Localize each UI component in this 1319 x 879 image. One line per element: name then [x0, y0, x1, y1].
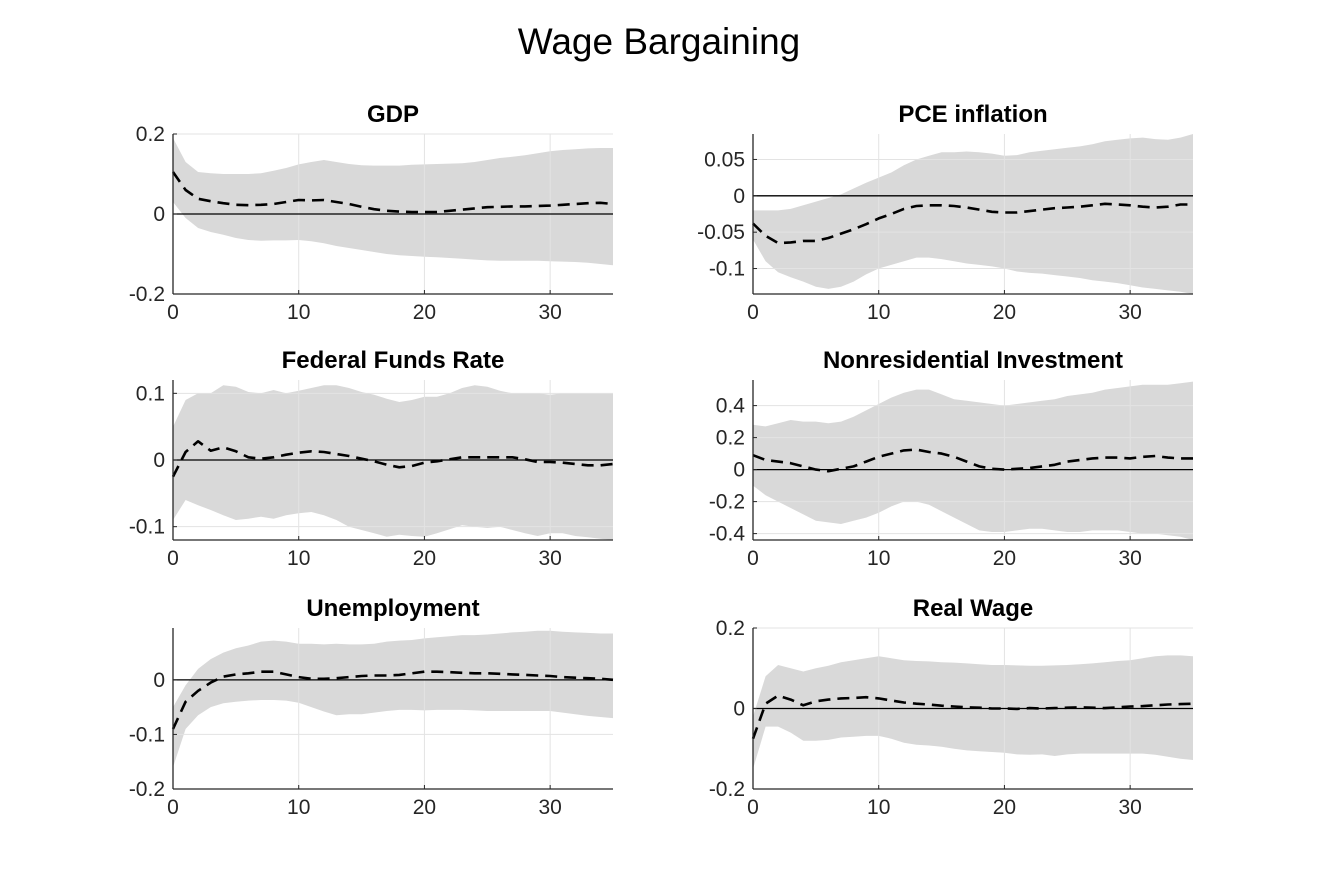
y-tick-label: -0.1 — [129, 516, 165, 539]
panel-federal-funds-rate: Federal Funds Rate 0 10 20 30-0.100.1 — [129, 347, 614, 570]
panel-title: PCE inflation — [898, 101, 1047, 128]
x-tick-label: 20 — [413, 796, 436, 819]
confidence-band — [173, 138, 613, 266]
panel-unemployment: Unemployment 0 10 20 30 -0.2 -0.1 0 — [129, 595, 614, 819]
y-tick-label: 0.2 — [716, 427, 745, 450]
x-tick-label: 0 — [747, 796, 759, 819]
figure-title: Wage Bargaining — [518, 21, 800, 62]
y-tick-label: -0.05 — [697, 221, 745, 244]
median-response-line — [171, 439, 614, 478]
y-tick-label: -0.1 — [709, 258, 745, 281]
y-tick-label: 0.1 — [136, 382, 165, 405]
y-tick-label: 0 — [733, 698, 745, 721]
x-tick-label: 0 — [167, 547, 179, 570]
x-tick-label: 30 — [1118, 301, 1141, 324]
panel-title: Nonresidential Investment — [823, 347, 1123, 374]
x-tick-label: 30 — [538, 796, 561, 819]
x-tick-label: 0 — [747, 301, 759, 324]
x-tick-label: 30 — [538, 301, 561, 324]
x-tick-label: 10 — [287, 301, 310, 324]
panel-real-wage: Real Wage 0 10 20 30-0.200.2 — [709, 595, 1194, 819]
y-tick-label: 0.2 — [716, 617, 745, 640]
panel-title: Unemployment — [306, 595, 479, 622]
y-tick-label: 0 — [733, 459, 745, 482]
x-tick-label: 20 — [413, 547, 436, 570]
y-tick-label: -0.1 — [129, 723, 165, 746]
y-tick-label: -0.4 — [709, 523, 746, 546]
confidence-band — [173, 630, 613, 768]
confidence-band — [753, 655, 1193, 769]
y-tick-label: -0.2 — [709, 491, 745, 514]
x-tick-label: 30 — [1118, 547, 1141, 570]
x-tick-label: 30 — [1118, 796, 1141, 819]
panel-title: Real Wage — [913, 595, 1033, 622]
confidence-band — [173, 385, 613, 540]
x-tick-label: 10 — [867, 547, 890, 570]
median-response-line — [171, 670, 614, 730]
y-tick-label: -0.2 — [709, 778, 745, 801]
y-tick-label: 0 — [733, 185, 745, 208]
x-tick-label: 20 — [413, 301, 436, 324]
x-tick-label: 10 — [287, 547, 310, 570]
y-tick-label: 0 — [153, 669, 165, 692]
y-tick-label: 0.2 — [136, 123, 165, 146]
y-tick-label: -0.2 — [129, 778, 165, 801]
x-tick-label: 10 — [867, 796, 890, 819]
x-tick-label: 10 — [287, 796, 310, 819]
x-tick-label: 20 — [993, 301, 1016, 324]
panel-nonresidential-investment: Nonresidential Investment 0 10 20 30 -0.4 -0.… — [709, 347, 1193, 570]
x-tick-label: 20 — [993, 796, 1016, 819]
y-tick-label: 0.05 — [704, 148, 745, 171]
y-tick-label: 0 — [153, 449, 165, 472]
median-response-line — [171, 171, 614, 214]
panel-pce-inflation: PCE inflation 0 10 20 30 -0.1 -0.05 0 0.05 — [697, 101, 1193, 324]
panel-gdp: GDP 0 10 20 30-0.200.2 — [129, 101, 614, 324]
confidence-band — [753, 381, 1193, 540]
x-tick-label: 0 — [747, 547, 759, 570]
x-tick-label: 0 — [167, 301, 179, 324]
y-tick-label: -0.2 — [129, 283, 165, 306]
confidence-band — [753, 134, 1193, 294]
y-tick-label: 0.4 — [716, 395, 746, 418]
panel-title: Federal Funds Rate — [282, 347, 505, 374]
median-response-line — [752, 202, 1193, 245]
x-tick-label: 30 — [538, 547, 561, 570]
x-tick-label: 10 — [867, 301, 890, 324]
panel-title: GDP — [367, 101, 419, 128]
x-tick-label: 0 — [167, 796, 179, 819]
y-tick-label: 0 — [153, 203, 165, 226]
x-tick-label: 20 — [993, 547, 1016, 570]
median-response-line — [751, 694, 1194, 740]
